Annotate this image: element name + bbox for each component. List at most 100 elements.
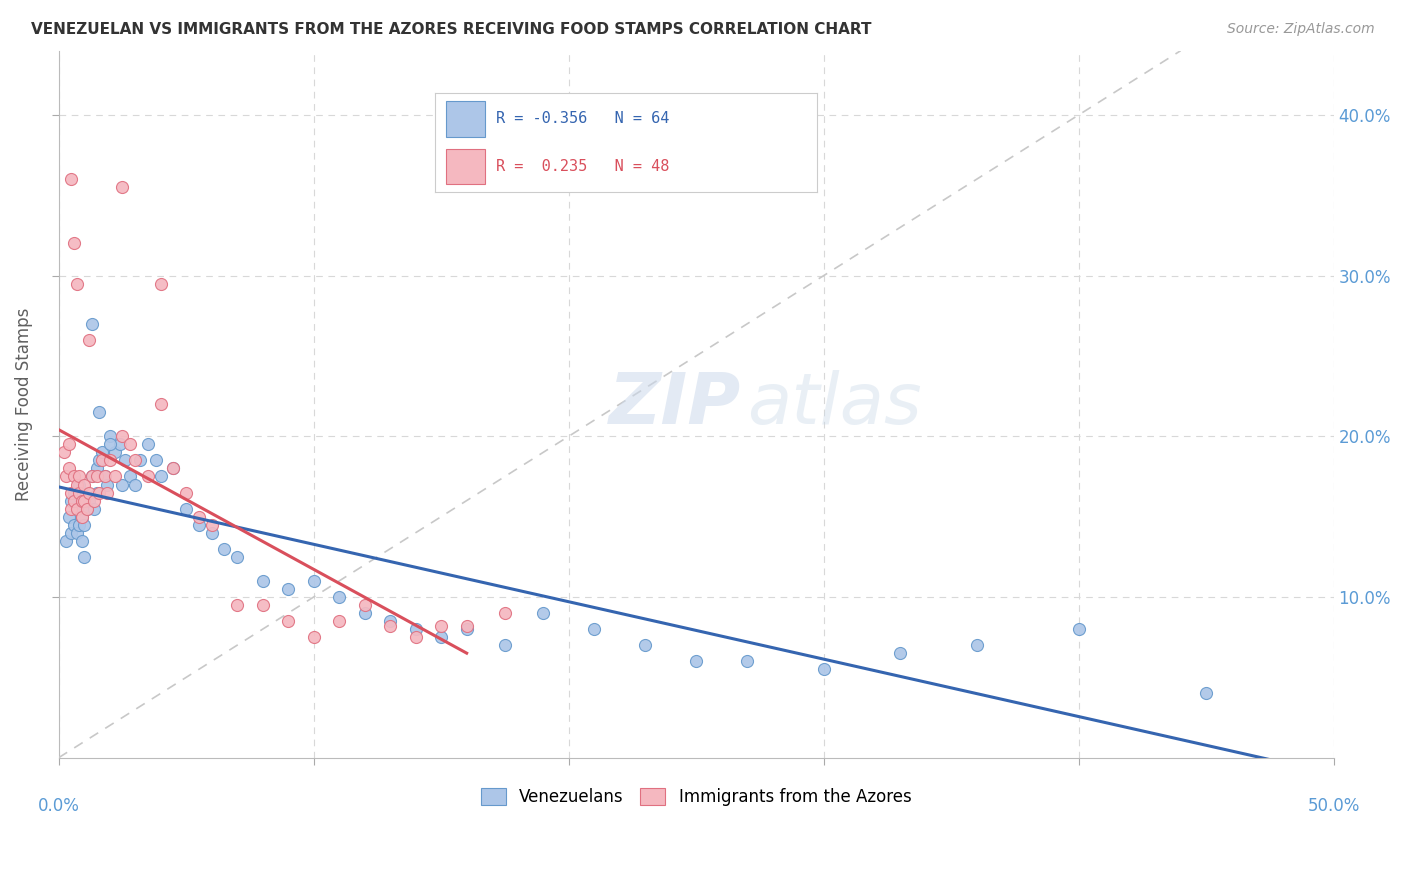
- Point: [162, 461, 184, 475]
- Point: [67, 477, 90, 491]
- Point: [98, 437, 121, 451]
- Point: [114, 453, 136, 467]
- Point: [162, 461, 184, 475]
- Text: VENEZUELAN VS IMMIGRANTS FROM THE AZORES RECEIVING FOOD STAMPS CORRELATION CHART: VENEZUELAN VS IMMIGRANTS FROM THE AZORES…: [31, 22, 872, 37]
- Point: [494, 638, 516, 652]
- Point: [277, 614, 299, 628]
- Point: [65, 501, 87, 516]
- Point: [252, 598, 274, 612]
- Point: [58, 461, 80, 475]
- Point: [67, 469, 90, 483]
- Point: [187, 517, 209, 532]
- Point: [63, 469, 86, 483]
- Point: [58, 437, 80, 451]
- Point: [55, 469, 77, 483]
- Point: [73, 517, 96, 532]
- Point: [634, 638, 657, 652]
- Point: [136, 437, 159, 451]
- Point: [380, 614, 402, 628]
- Point: [65, 525, 87, 540]
- Point: [456, 619, 478, 633]
- Point: [201, 517, 224, 532]
- Point: [80, 469, 103, 483]
- Point: [73, 493, 96, 508]
- Point: [67, 485, 90, 500]
- Point: [80, 317, 103, 331]
- Point: [76, 501, 98, 516]
- Point: [79, 333, 101, 347]
- Point: [174, 501, 197, 516]
- Point: [120, 469, 142, 483]
- Text: 0.0%: 0.0%: [38, 797, 80, 814]
- Point: [63, 517, 86, 532]
- Point: [328, 590, 350, 604]
- Point: [79, 485, 101, 500]
- Point: [129, 453, 152, 467]
- Point: [60, 172, 83, 186]
- Point: [174, 485, 197, 500]
- Point: [63, 485, 86, 500]
- Point: [252, 574, 274, 588]
- Point: [60, 485, 83, 500]
- Point: [302, 630, 325, 644]
- Point: [108, 437, 131, 451]
- Point: [65, 477, 87, 491]
- Point: [86, 485, 108, 500]
- Point: [226, 598, 249, 612]
- Point: [65, 501, 87, 516]
- Point: [60, 493, 83, 508]
- Point: [735, 654, 758, 668]
- Point: [124, 453, 146, 467]
- Point: [966, 638, 988, 652]
- Point: [277, 582, 299, 596]
- Point: [328, 614, 350, 628]
- Legend: Venezuelans, Immigrants from the Azores: Venezuelans, Immigrants from the Azores: [474, 781, 918, 813]
- Point: [70, 509, 93, 524]
- Point: [89, 453, 111, 467]
- Point: [149, 397, 172, 411]
- Text: Source: ZipAtlas.com: Source: ZipAtlas.com: [1227, 22, 1375, 37]
- Point: [73, 549, 96, 564]
- Point: [111, 477, 134, 491]
- Point: [104, 469, 127, 483]
- Point: [63, 493, 86, 508]
- Point: [226, 549, 249, 564]
- Point: [80, 469, 103, 483]
- Point: [52, 445, 75, 459]
- Text: atlas: atlas: [747, 369, 922, 439]
- Point: [93, 469, 115, 483]
- Point: [89, 405, 111, 419]
- Point: [111, 180, 134, 194]
- Point: [149, 277, 172, 291]
- Point: [889, 646, 911, 660]
- Point: [96, 485, 118, 500]
- Point: [187, 509, 209, 524]
- Point: [58, 509, 80, 524]
- Point: [83, 501, 105, 516]
- Point: [1067, 622, 1090, 636]
- Point: [1195, 686, 1218, 700]
- Point: [494, 606, 516, 620]
- Point: [124, 477, 146, 491]
- Point: [302, 574, 325, 588]
- Point: [583, 622, 606, 636]
- Point: [353, 606, 375, 620]
- Point: [86, 461, 108, 475]
- Point: [91, 453, 114, 467]
- Point: [380, 619, 402, 633]
- Text: ZIP: ZIP: [609, 369, 741, 439]
- Point: [55, 533, 77, 548]
- Point: [120, 437, 142, 451]
- Point: [104, 445, 127, 459]
- Point: [76, 501, 98, 516]
- Point: [73, 477, 96, 491]
- Point: [93, 469, 115, 483]
- Point: [98, 429, 121, 443]
- Point: [214, 541, 236, 556]
- Point: [83, 493, 105, 508]
- Point: [79, 493, 101, 508]
- Point: [531, 606, 554, 620]
- Point: [65, 277, 87, 291]
- Point: [70, 493, 93, 508]
- Point: [96, 477, 118, 491]
